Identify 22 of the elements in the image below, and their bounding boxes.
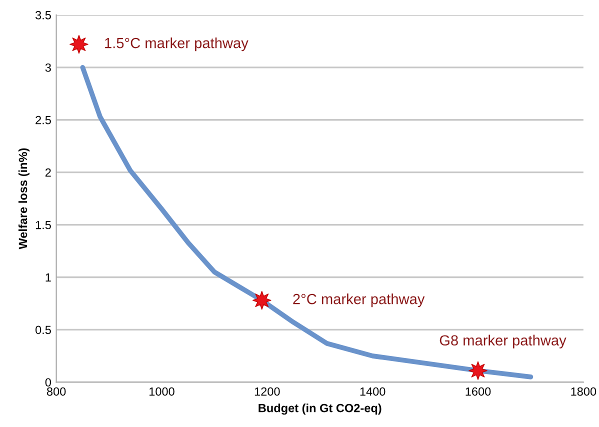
x-tick-label: 800 (46, 387, 66, 396)
y-tick-label: 0.5 (35, 326, 51, 334)
y-tick-label: 1.5 (36, 220, 51, 230)
y-tick-label: 2 (45, 168, 51, 177)
x-tick-label: 1400 (360, 387, 386, 396)
point (70, 34, 88, 54)
y-axis-title: Welfare loss (in%) (18, 148, 30, 250)
x-tick-label: 1000 (150, 387, 174, 396)
y-tick-label: 2.5 (36, 116, 51, 124)
y-tick-label: 3 (45, 63, 51, 72)
x-axis-title: Budget (in Gt CO2-eq) (258, 404, 382, 415)
y-tick-label: 0 (45, 378, 51, 387)
annotation: 2°C marker pathway (293, 294, 425, 308)
point (468, 361, 488, 380)
y-tick-label: 3.5 (35, 10, 51, 20)
x-tick-label: 1200 (254, 387, 280, 396)
x-tick-label: 1800 (571, 387, 596, 396)
point (252, 290, 272, 310)
annotation: 1.5°C marker pathway (105, 38, 248, 52)
annotation: G8 marker pathway (440, 334, 566, 348)
x-tick-label: 1600 (466, 387, 491, 396)
y-tick-label: 1 (46, 273, 51, 282)
